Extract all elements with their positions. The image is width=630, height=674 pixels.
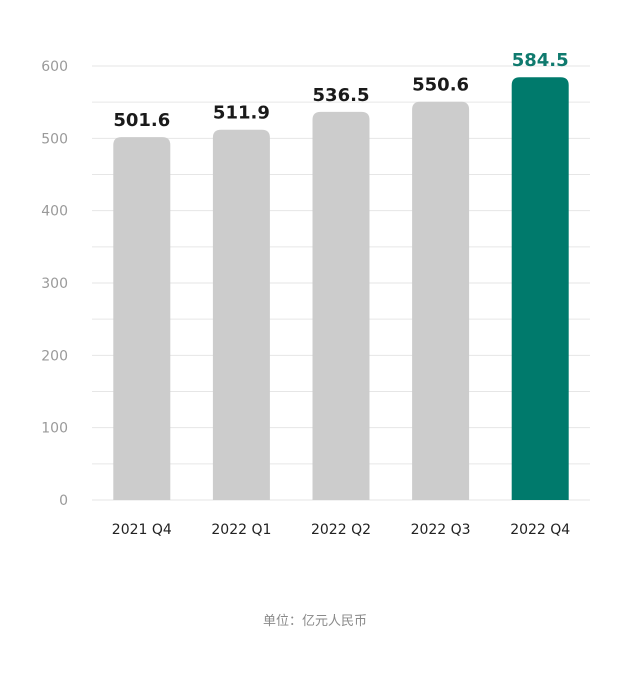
y-tick-label: 400 xyxy=(41,204,68,220)
data-label: 584.5 xyxy=(512,50,569,71)
y-tick-label: 200 xyxy=(41,348,68,364)
unit-note: 单位：亿元人民币 xyxy=(263,614,367,629)
y-tick-label: 600 xyxy=(41,59,68,75)
data-labels: 501.6 511.9 536.5 550.6 584.5 xyxy=(113,50,568,131)
x-tick-label: 2022 Q2 xyxy=(311,522,371,538)
bars xyxy=(113,77,569,501)
x-tick-label: 2022 Q4 xyxy=(510,522,570,538)
bar xyxy=(212,129,270,501)
x-tick-label: 2021 Q4 xyxy=(112,522,172,538)
y-tick-label: 500 xyxy=(41,131,68,147)
x-tick-label: 2022 Q3 xyxy=(411,522,471,538)
data-label: 550.6 xyxy=(412,75,469,96)
bar xyxy=(312,111,370,500)
data-label: 511.9 xyxy=(213,103,270,124)
x-tick-label: 2022 Q1 xyxy=(211,522,271,538)
data-label: 501.6 xyxy=(113,110,170,131)
y-axis: 0 100 200 300 400 500 600 xyxy=(41,59,68,509)
x-axis: 2021 Q4 2022 Q1 2022 Q2 2022 Q3 2022 Q4 xyxy=(112,522,570,538)
y-tick-label: 100 xyxy=(41,421,68,437)
y-tick-label: 300 xyxy=(41,276,68,292)
data-label: 536.5 xyxy=(313,85,370,106)
bar xyxy=(511,77,569,500)
bar xyxy=(412,101,470,500)
bar xyxy=(113,137,171,500)
y-tick-label: 0 xyxy=(59,493,68,509)
